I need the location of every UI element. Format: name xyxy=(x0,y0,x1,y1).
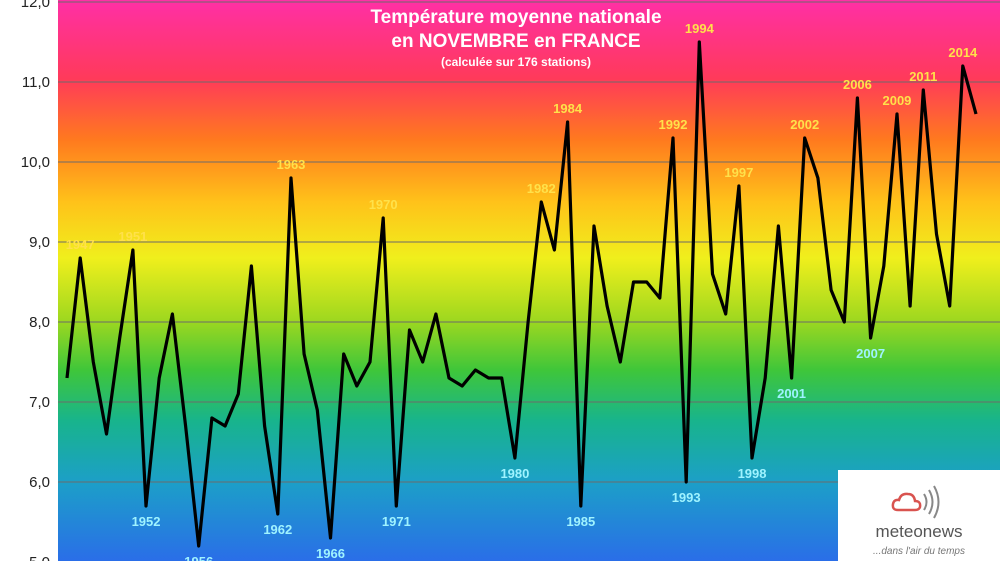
y-tick-label: 8,0 xyxy=(29,314,50,331)
annotation-high: 1997 xyxy=(724,165,753,180)
annotation-low: 1971 xyxy=(382,514,411,529)
y-tick-label: 9,0 xyxy=(29,234,50,251)
annotation-high: 2006 xyxy=(843,77,872,92)
annotation-low: 1952 xyxy=(132,514,161,529)
annotation-low: 2001 xyxy=(777,386,806,401)
logo-name: meteonews xyxy=(875,522,963,541)
logo-tagline: ...dans l'air du temps xyxy=(873,546,965,557)
annotation-high: 2011 xyxy=(909,69,937,84)
chart-subtitle: en NOVEMBRE en FRANCE xyxy=(391,31,640,52)
annotation-low: 1956 xyxy=(184,554,213,561)
annotation-high: 2009 xyxy=(882,93,911,108)
chart-title: Température moyenne nationale xyxy=(370,7,661,28)
annotation-low: 1993 xyxy=(672,490,701,505)
cloud-signal-icon xyxy=(891,485,940,519)
annotation-high: 1982 xyxy=(527,181,556,196)
y-tick-label: 11,0 xyxy=(22,74,50,91)
meteonews-logo: meteonews ...dans l'air du temps xyxy=(838,470,1000,561)
plot-background xyxy=(58,0,1000,561)
y-tick-label: 10,0 xyxy=(21,154,50,171)
annotation-high: 1963 xyxy=(276,157,305,172)
annotation-high: 2002 xyxy=(790,117,819,132)
y-tick-label: 5,0 xyxy=(29,554,50,561)
y-tick-label: 6,0 xyxy=(29,474,50,491)
annotation-high: 1984 xyxy=(553,101,583,116)
annotation-high: 1951 xyxy=(118,229,147,244)
annotation-high: 1970 xyxy=(369,197,398,212)
y-axis-ticks: 5,0 6,0 7,0 8,0 9,0 10,0 11,0 12,0 xyxy=(21,0,50,561)
temperature-series-line xyxy=(65,40,978,548)
annotation-low: 1980 xyxy=(500,466,529,481)
chart-title-block: Température moyenne nationale en NOVEMBR… xyxy=(370,7,661,69)
y-tick-label: 12,0 xyxy=(21,0,50,11)
year-annotations: 1947 1951 1963 1970 1982 1984 1992 1994 1997 2002… xyxy=(66,21,978,561)
annotation-high: 1992 xyxy=(659,117,688,132)
annotation-low: 1966 xyxy=(316,546,345,561)
annotation-high: 1947 xyxy=(66,237,95,252)
annotation-high: 2014 xyxy=(948,45,978,60)
annotation-low: 1985 xyxy=(566,514,595,529)
chart-note: (calculée sur 176 stations) xyxy=(441,55,591,69)
y-tick-label: 7,0 xyxy=(29,394,50,411)
annotation-high: 1994 xyxy=(685,21,715,36)
annotation-low: 2007 xyxy=(856,346,885,361)
annotation-low: 1962 xyxy=(263,522,292,537)
annotation-low: 1998 xyxy=(738,466,767,481)
